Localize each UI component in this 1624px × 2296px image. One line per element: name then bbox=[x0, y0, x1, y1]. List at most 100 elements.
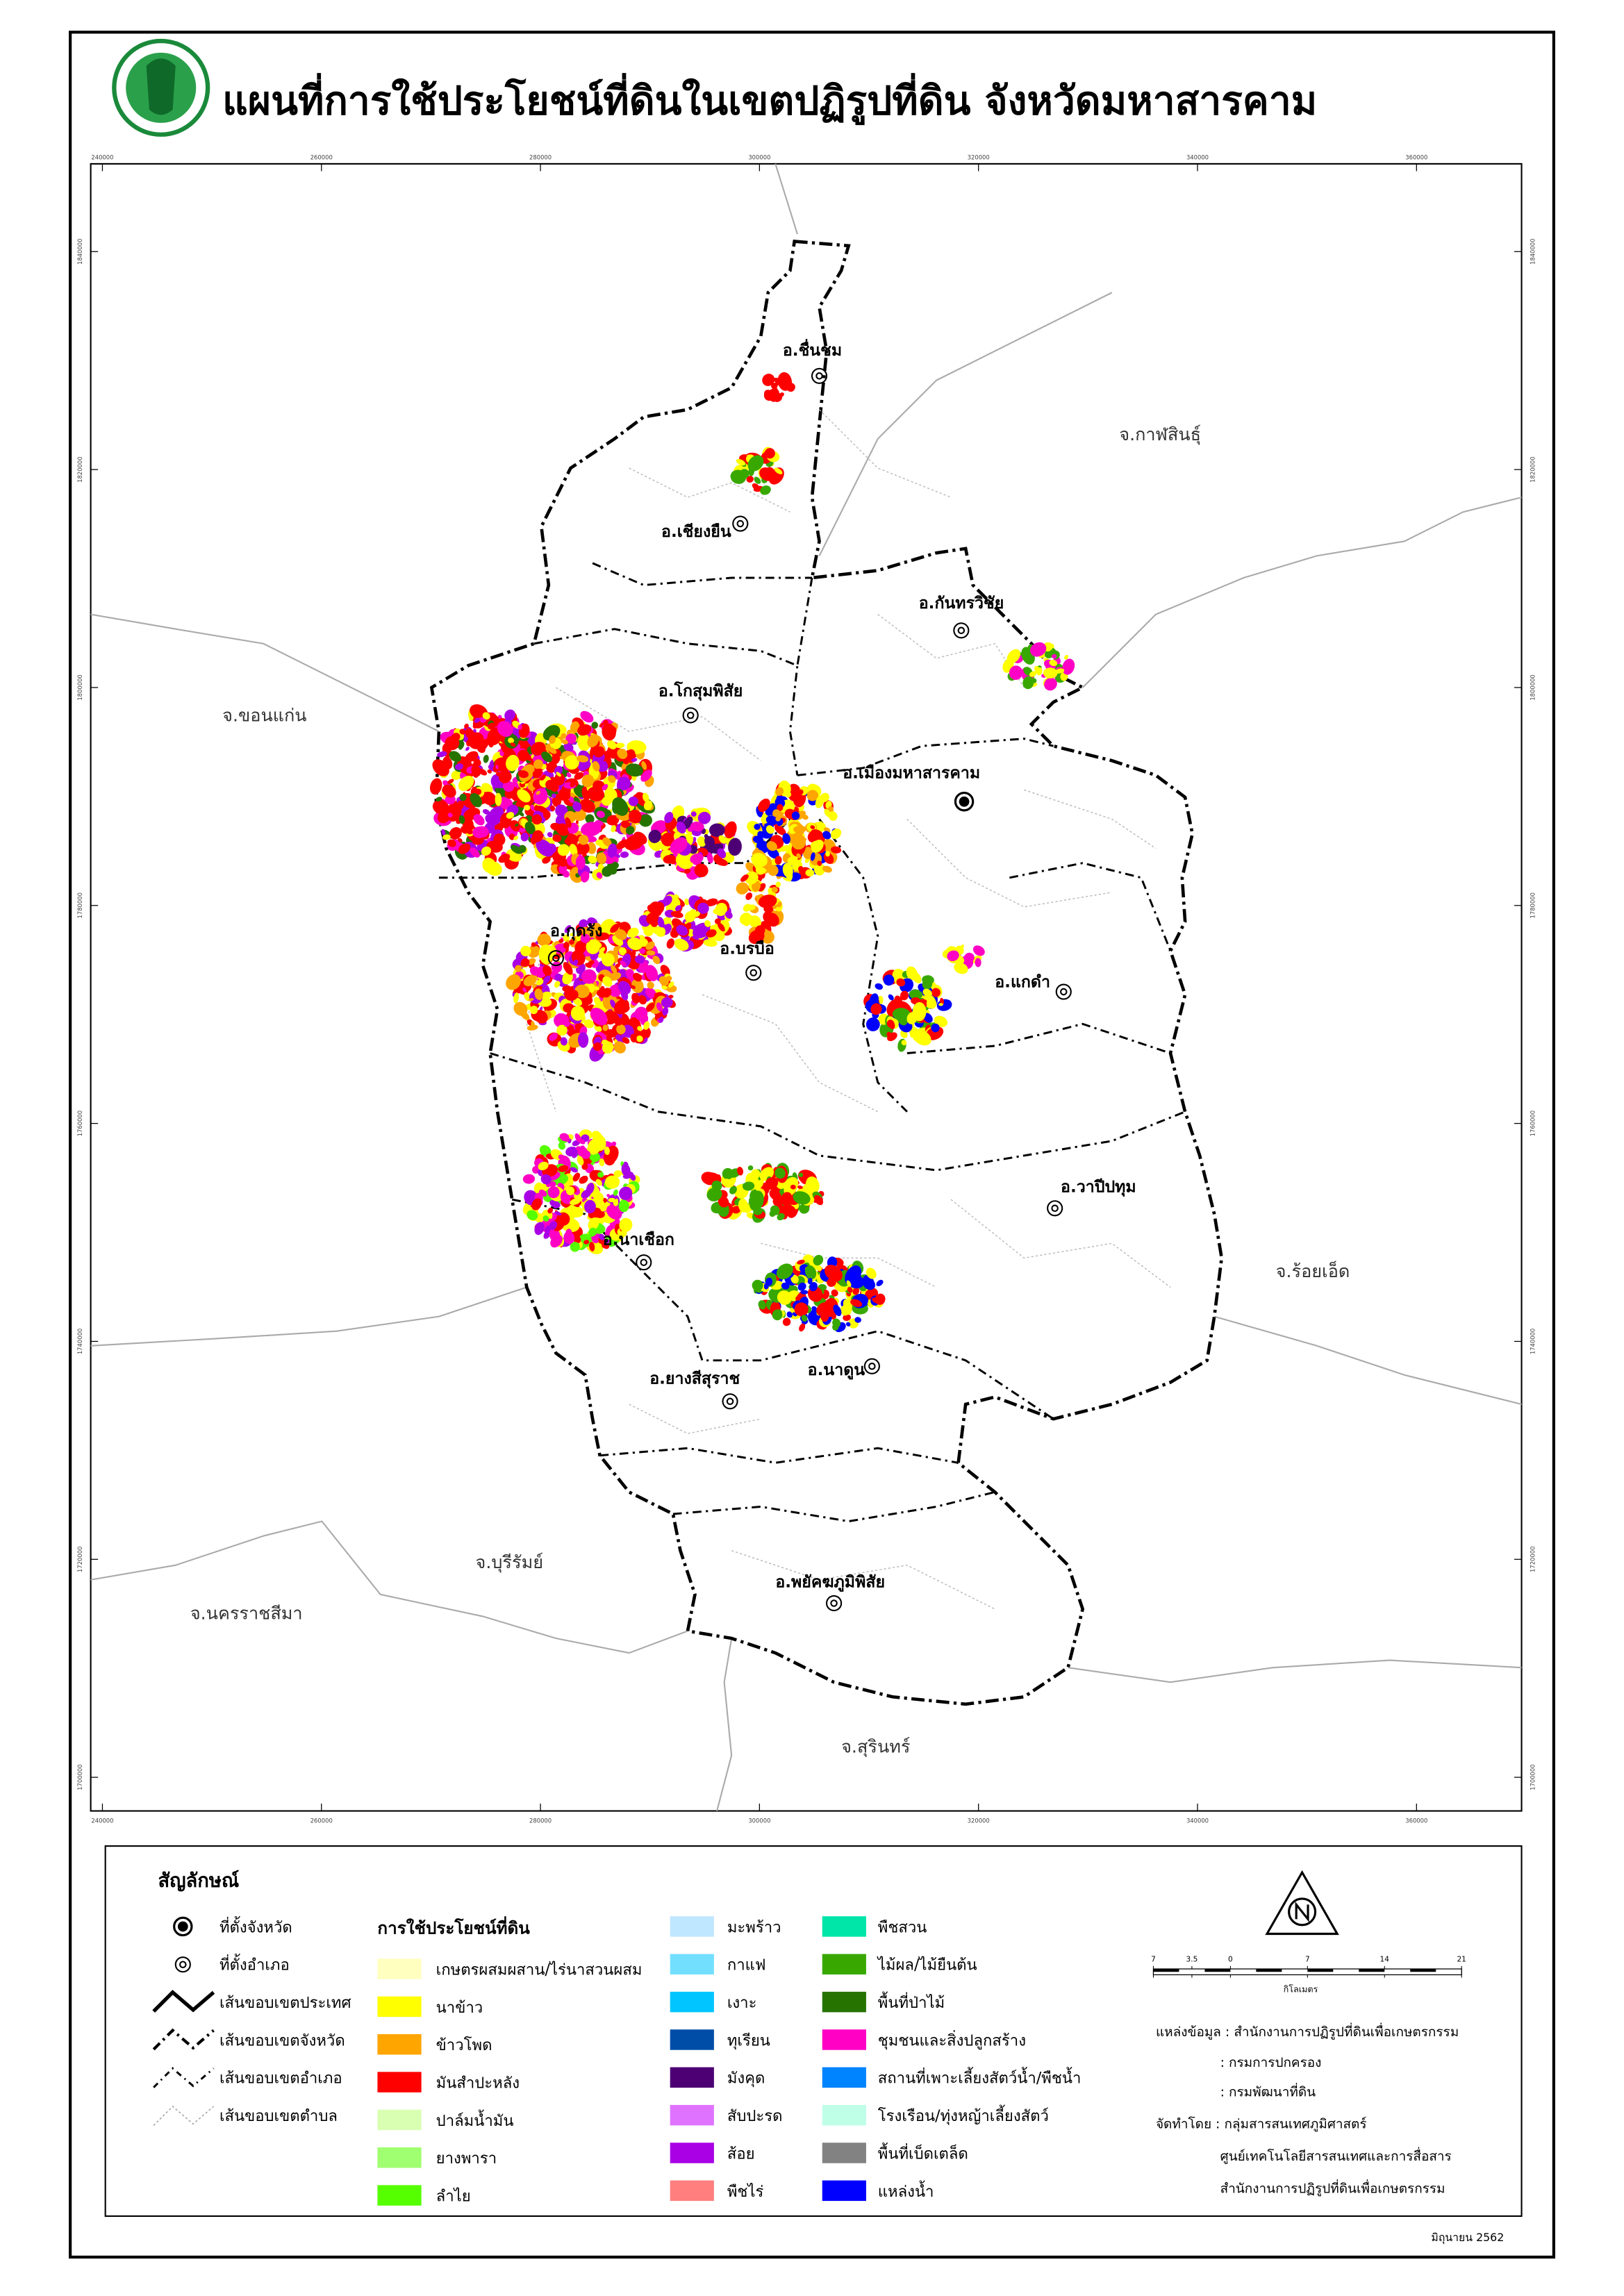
land-use-patch bbox=[775, 816, 781, 822]
land-use-patch bbox=[536, 979, 544, 985]
land-use-patch bbox=[704, 835, 715, 848]
land-use-title: การใช้ประโยชน์ที่ดิน bbox=[377, 1915, 530, 1938]
land-use-patch bbox=[467, 830, 474, 835]
land-use-swatch bbox=[670, 1991, 714, 2013]
land-use-patch bbox=[530, 804, 536, 813]
land-use-patch bbox=[532, 830, 544, 842]
land-use-patch bbox=[515, 965, 522, 972]
land-use-patch bbox=[573, 1236, 581, 1244]
land-use-patch bbox=[625, 826, 635, 835]
land-use-patch bbox=[745, 892, 753, 900]
land-use-patch bbox=[579, 919, 588, 929]
land-use-patch bbox=[765, 825, 774, 834]
land-use-swatch bbox=[377, 1958, 422, 1979]
y-coordinate-label: 1720000 bbox=[76, 1547, 83, 1572]
land-use-patch bbox=[510, 742, 516, 747]
land-use-patch bbox=[745, 871, 759, 885]
land-use-patch bbox=[540, 1174, 552, 1185]
land-use-label: ยางพารา bbox=[436, 2149, 497, 2168]
land-use-patch bbox=[558, 829, 565, 833]
land-use-patch bbox=[542, 936, 549, 944]
land-use-patch bbox=[590, 1007, 608, 1026]
land-use-patch bbox=[583, 1240, 590, 1245]
land-use-patch bbox=[654, 908, 662, 917]
land-use-patch bbox=[828, 806, 834, 813]
land-use-patch bbox=[594, 986, 600, 990]
land-use-patch bbox=[573, 959, 579, 965]
land-use-swatch bbox=[670, 2104, 714, 2126]
land-use-patch bbox=[570, 933, 575, 936]
land-use-patch bbox=[597, 1172, 604, 1178]
land-use-patch bbox=[631, 949, 636, 956]
land-use-patch bbox=[513, 835, 519, 840]
land-use-swatch bbox=[670, 1916, 714, 1937]
land-use-patch bbox=[631, 758, 638, 763]
land-use-swatch bbox=[377, 2109, 422, 2131]
x-coordinate-label: 300000 bbox=[748, 154, 770, 161]
land-use-patch bbox=[436, 797, 442, 802]
y-coordinate-label: 1840000 bbox=[1529, 239, 1536, 265]
land-use-patch bbox=[718, 922, 725, 932]
land-use-patch bbox=[552, 834, 562, 842]
land-use-patch bbox=[586, 960, 595, 967]
land-use-patch bbox=[604, 1175, 620, 1189]
land-use-patch bbox=[646, 950, 656, 956]
land-use-swatch bbox=[377, 2033, 422, 2055]
land-use-patch bbox=[798, 866, 804, 873]
scale-tick-label: 14 bbox=[1380, 1956, 1390, 1964]
land-use-patch bbox=[664, 812, 674, 824]
land-use-patch bbox=[563, 742, 574, 752]
land-use-patch bbox=[640, 770, 652, 782]
land-use-patch bbox=[613, 1041, 627, 1054]
date: มิถุนายน 2562 bbox=[1431, 2231, 1504, 2245]
land-use-patch bbox=[599, 1158, 605, 1167]
province-label: จ.สุรินทร์ bbox=[841, 1736, 910, 1757]
land-use-patch bbox=[765, 815, 779, 825]
land-use-patch bbox=[593, 1134, 606, 1151]
land-use-patch bbox=[584, 1199, 596, 1214]
x-coordinate-label: 360000 bbox=[1405, 154, 1427, 161]
district-label: อ.กุดรัง bbox=[550, 922, 603, 941]
symbol-label: เส้นขอบเขตจังหวัด bbox=[219, 2031, 345, 2049]
land-use-patch bbox=[603, 719, 608, 726]
land-use-patch bbox=[684, 898, 690, 906]
y-coordinate-label: 1700000 bbox=[76, 1764, 83, 1790]
land-use-patch bbox=[442, 834, 451, 840]
land-use-patch bbox=[636, 1035, 643, 1042]
land-use-patches bbox=[429, 372, 1075, 1333]
land-use-patch bbox=[504, 709, 515, 721]
land-use-patch bbox=[461, 826, 468, 834]
land-use-patch bbox=[686, 915, 692, 921]
land-use-patch bbox=[580, 710, 594, 723]
land-use-patch bbox=[561, 739, 568, 744]
scale-tick-label: 0 bbox=[1228, 1956, 1233, 1964]
land-use-patch bbox=[633, 972, 642, 982]
land-use-patch bbox=[517, 749, 529, 762]
land-use-patch bbox=[581, 822, 602, 837]
land-use-label: มะพร้าว bbox=[727, 1918, 781, 1936]
land-use-swatch bbox=[822, 2029, 866, 2050]
x-coordinate-label: 280000 bbox=[529, 154, 552, 161]
land-use-label: กาแฟ bbox=[727, 1956, 766, 1974]
land-use-patch bbox=[758, 895, 777, 908]
land-use-patch bbox=[524, 992, 531, 1001]
land-use-patch bbox=[470, 847, 480, 858]
scale-bar-segment bbox=[1204, 1969, 1231, 1972]
land-use-patch bbox=[594, 1024, 602, 1032]
land-use-patch bbox=[630, 985, 636, 990]
land-use-patch bbox=[743, 904, 752, 912]
land-use-swatch bbox=[822, 2104, 866, 2126]
land-use-patch bbox=[683, 868, 691, 874]
land-use-patch bbox=[569, 844, 578, 856]
land-use-patch bbox=[560, 789, 571, 801]
land-use-patch bbox=[629, 809, 642, 824]
land-use-patch bbox=[440, 801, 444, 806]
land-use-patch bbox=[441, 829, 446, 836]
land-use-patch bbox=[618, 1186, 633, 1201]
land-use-patch bbox=[620, 960, 627, 967]
land-use-patch bbox=[617, 776, 631, 790]
land-use-patch bbox=[558, 939, 564, 943]
neighbor-boundaries bbox=[90, 163, 1522, 1811]
land-use-patch bbox=[587, 842, 597, 854]
